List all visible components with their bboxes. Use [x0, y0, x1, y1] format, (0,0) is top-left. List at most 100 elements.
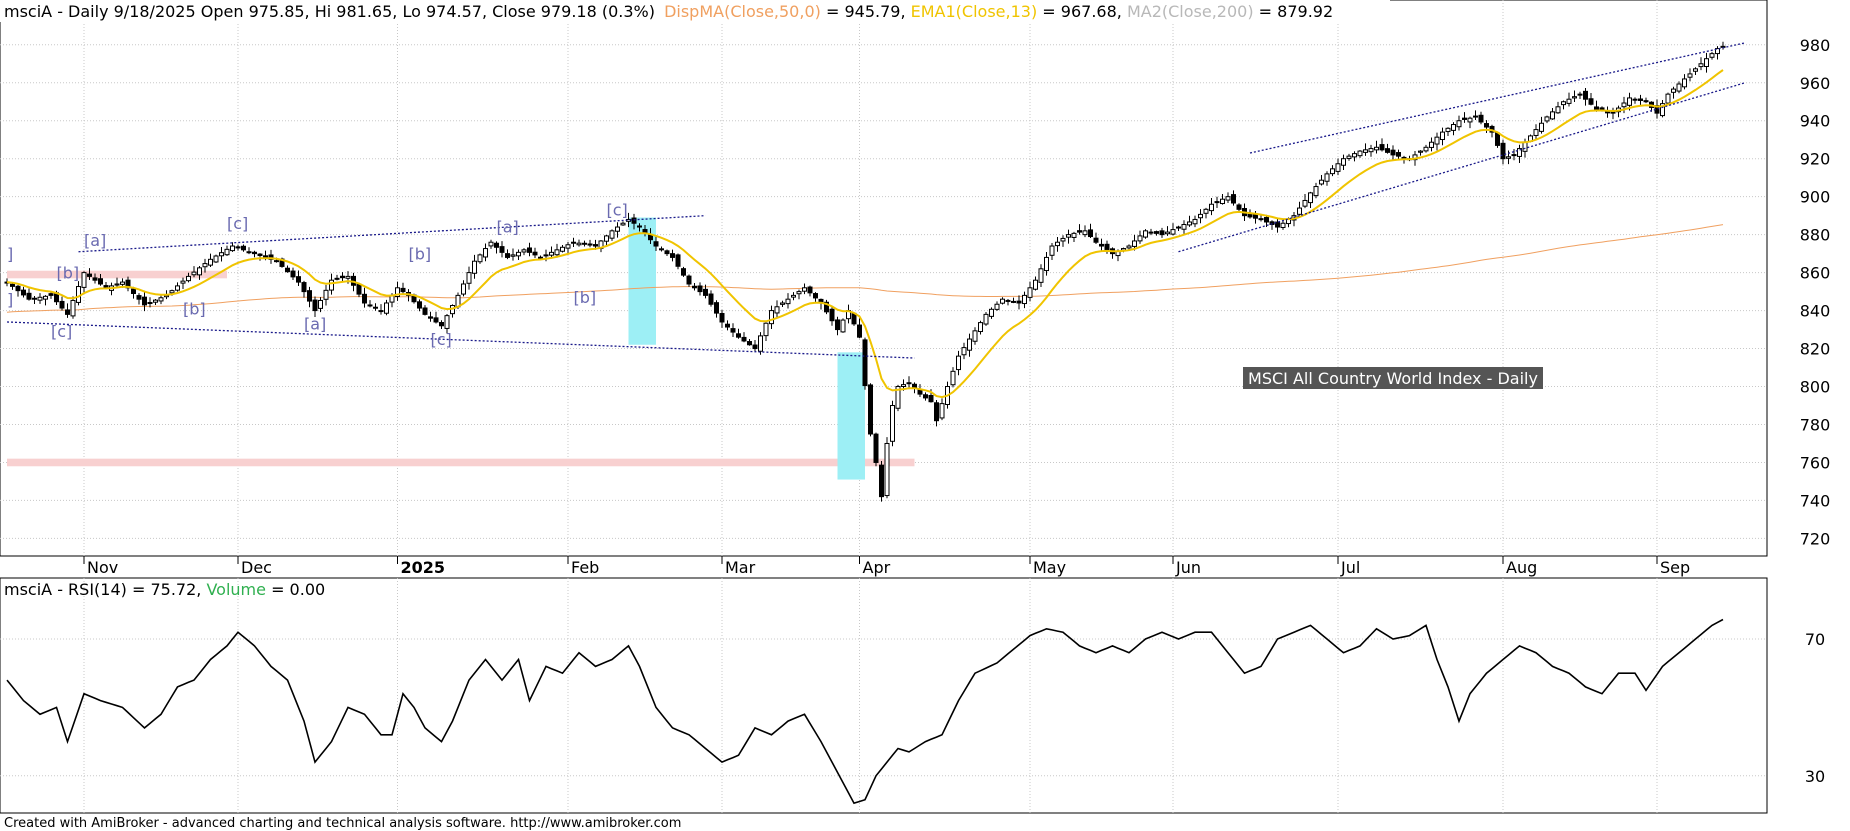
candle: [367, 300, 373, 308]
candle-body: [37, 296, 43, 301]
candle: [1022, 291, 1027, 309]
candle-body: [1187, 221, 1192, 226]
candle-body: [1566, 98, 1572, 104]
candle: [873, 432, 879, 467]
candle-body: [1660, 103, 1665, 117]
candle-body: [1055, 241, 1060, 247]
candle-body: [1621, 102, 1627, 108]
candle: [307, 286, 312, 308]
candle: [983, 312, 989, 326]
candle: [1148, 228, 1154, 236]
candle-body: [1170, 229, 1176, 235]
candle-body: [961, 347, 967, 356]
candle-body: [758, 335, 763, 352]
candle-body: [274, 260, 279, 263]
candle: [774, 300, 780, 319]
candle: [708, 290, 714, 307]
candle: [956, 350, 961, 376]
candle: [158, 295, 164, 305]
candle: [1220, 193, 1225, 205]
candle: [505, 249, 510, 260]
price-header: msciA - Daily 9/18/2025 Open 975.85, Hi …: [4, 2, 1333, 21]
candle: [197, 266, 202, 280]
rsi-header-volume-value: = 0.00: [271, 580, 325, 599]
candle-body: [1434, 136, 1440, 145]
candle: [703, 284, 708, 299]
candle-body: [1539, 122, 1544, 132]
candle-body: [213, 255, 219, 263]
candle-body: [1148, 231, 1154, 234]
candle: [98, 274, 103, 286]
candle-body: [1022, 294, 1027, 305]
wave-label: [c]: [431, 330, 452, 349]
candle: [1055, 237, 1060, 252]
candle-body: [637, 225, 642, 228]
candle: [1099, 238, 1104, 252]
candle: [1225, 192, 1231, 203]
candle-body: [186, 275, 191, 282]
wave-label: [b]: [57, 263, 80, 282]
candle-body: [923, 394, 928, 399]
candle-body: [824, 301, 829, 313]
candle: [268, 249, 274, 264]
candle-body: [1165, 231, 1170, 235]
wave-label: ]: [7, 290, 13, 309]
price-pane[interactable]: ]][a][b][c][b][c][a][b][c][a][b][c] 7207…: [0, 0, 1830, 577]
candle: [675, 253, 681, 270]
candle: [461, 280, 466, 297]
candle-body: [235, 246, 241, 249]
month-label: Jun: [1175, 558, 1201, 577]
candle: [1324, 171, 1330, 186]
candle: [213, 254, 219, 264]
candle-body: [1093, 237, 1099, 243]
candle-body: [444, 315, 450, 329]
candle: [862, 337, 868, 390]
candle: [637, 223, 642, 232]
index-label-text: MSCI All Country World Index - Daily: [1248, 369, 1538, 388]
candle: [1330, 165, 1335, 177]
candle: [978, 320, 983, 335]
candle: [1231, 190, 1236, 206]
header-bg: [0, 0, 1390, 22]
candle-body: [329, 279, 334, 291]
rsi-pane[interactable]: 30 70 msciA - RSI(14) = 75.72, Volume = 0…: [0, 577, 1825, 814]
wave-label: [c]: [607, 201, 628, 220]
candle: [659, 246, 664, 252]
candle: [791, 292, 796, 301]
candle: [1264, 214, 1269, 227]
wave-label: [a]: [84, 231, 106, 250]
candle: [1550, 108, 1555, 120]
candle: [499, 241, 505, 258]
price-axis: 720 740 760 780 800 820 840 860 880 900 920 940 960 9…: [1800, 36, 1831, 549]
candle: [1049, 243, 1055, 260]
candle-body: [1522, 141, 1528, 152]
candle-body: [631, 217, 637, 224]
price-tick-label: 960: [1800, 74, 1831, 93]
candle: [428, 311, 433, 322]
candle-body: [301, 282, 307, 293]
candle: [1704, 52, 1709, 73]
candle: [807, 285, 813, 297]
candle: [604, 234, 609, 246]
candle: [1088, 223, 1093, 239]
candle-body: [543, 254, 549, 257]
candle-body: [956, 355, 961, 371]
candle: [340, 272, 345, 283]
candle: [142, 290, 147, 312]
candle-body: [142, 296, 147, 306]
candle: [1170, 223, 1176, 236]
candle: [1357, 150, 1363, 158]
candle-body: [983, 313, 989, 325]
candle: [1429, 137, 1434, 152]
candle: [1577, 91, 1583, 100]
candle: [43, 295, 48, 306]
candle-body: [1533, 129, 1539, 136]
candle-body: [549, 251, 554, 256]
candle-body: [10, 283, 15, 287]
candle: [796, 289, 802, 300]
candle: [1060, 235, 1066, 247]
candle-body: [1330, 168, 1335, 175]
candle-body: [1379, 144, 1385, 151]
header-ma200-label: MA2(Close,200): [1127, 2, 1254, 21]
candle: [334, 274, 340, 281]
